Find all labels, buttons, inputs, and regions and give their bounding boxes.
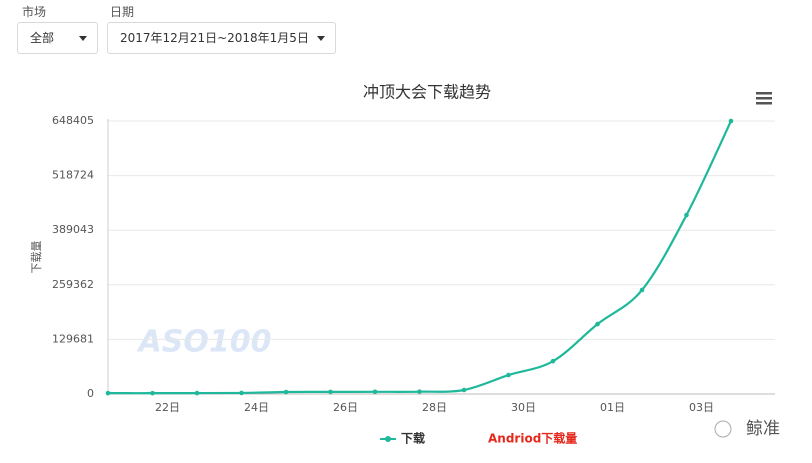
menu-button[interactable] — [756, 92, 772, 105]
wechat-icon — [714, 420, 732, 438]
point — [372, 389, 378, 395]
point — [328, 389, 333, 395]
filter-label: 市场 — [22, 5, 47, 19]
point — [150, 390, 155, 396]
point — [239, 390, 244, 396]
x-tick-label: 26日 — [333, 401, 358, 414]
point — [194, 390, 200, 396]
x-tick-label: 28日 — [422, 401, 447, 414]
x-tick-label: 03日 — [689, 401, 714, 414]
filter-label: 日期 — [110, 5, 135, 19]
point — [506, 372, 511, 378]
annotation: Andriod下载量 — [488, 431, 577, 446]
chart-title: 冲顶大会下载趋势 — [363, 83, 491, 102]
watermark-logo: ASO100 — [137, 325, 272, 360]
point — [417, 389, 422, 394]
y-tick-label: 389043 — [52, 223, 94, 236]
point — [728, 118, 734, 124]
y-tick-label: 648405 — [52, 114, 94, 127]
dropdown-value: 全部 — [30, 31, 55, 45]
point — [550, 358, 556, 364]
y-axis-label: 下载量 — [30, 241, 43, 274]
watermark-brand: 鲸准 — [746, 419, 780, 439]
market-dropdown[interactable]: 全部 — [17, 22, 98, 54]
date-dropdown[interactable]: 2017年12月21日~2018年1月5日 — [107, 22, 336, 54]
x-tick-label: 01日 — [600, 401, 625, 414]
y-tick-label: 0 — [87, 387, 94, 400]
legend-label: 下载 — [401, 431, 425, 446]
point — [283, 389, 289, 395]
x-tick-label: 24日 — [244, 401, 269, 414]
x-tick-label: 22日 — [155, 401, 180, 414]
point — [105, 390, 111, 396]
point — [639, 287, 645, 293]
y-tick-label: 259362 — [52, 278, 94, 291]
dropdown-value: 2017年12月21日~2018年1月5日 — [120, 31, 309, 45]
point — [595, 321, 600, 327]
legend-marker — [385, 436, 391, 442]
y-tick-label: 129681 — [52, 332, 94, 345]
point — [684, 212, 689, 218]
y-tick-label: 518724 — [52, 169, 94, 182]
point — [461, 387, 467, 393]
x-tick-label: 30日 — [511, 401, 536, 414]
